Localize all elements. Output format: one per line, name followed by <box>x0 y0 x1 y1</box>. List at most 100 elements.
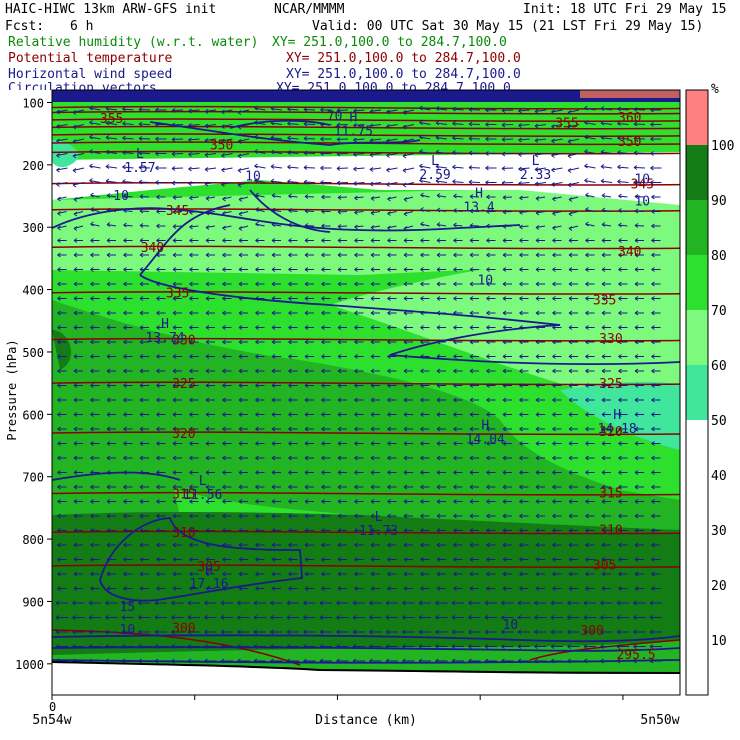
circulation-vector <box>485 136 497 142</box>
circulation-vector <box>469 470 479 475</box>
theta-contour-10 <box>52 291 680 295</box>
circulation-vector <box>502 296 512 301</box>
circulation-vector <box>552 528 562 533</box>
circulation-vector <box>436 383 446 388</box>
circulation-vector <box>387 455 397 461</box>
circulation-vector <box>535 455 545 461</box>
circulation-vector <box>57 354 67 359</box>
circulation-vector <box>469 325 479 330</box>
circulation-vector <box>255 368 265 374</box>
y-tick-label: 700 <box>22 471 44 485</box>
circulation-vector <box>189 354 199 359</box>
circulation-vector <box>57 484 67 490</box>
circulation-vector <box>90 528 100 533</box>
circulation-vector <box>57 513 67 519</box>
circulation-vector <box>304 238 314 243</box>
circulation-vector <box>453 281 463 287</box>
circulation-vector <box>123 412 133 417</box>
circulation-vector <box>568 267 578 272</box>
circulation-vector <box>123 339 133 345</box>
circulation-vector <box>288 222 298 228</box>
circulation-vector <box>468 107 481 112</box>
circulation-vector <box>222 354 232 359</box>
circulation-vector <box>337 499 347 504</box>
circulation-vector <box>89 134 101 140</box>
circulation-vector <box>288 208 298 213</box>
circulation-vector <box>568 310 578 316</box>
circulation-vector <box>156 267 166 272</box>
circulation-vector <box>270 106 283 111</box>
circulation-vector <box>123 542 133 548</box>
circulation-vector <box>585 441 595 446</box>
circulation-vector <box>57 397 67 403</box>
circulation-vector <box>354 210 364 215</box>
circulation-vector <box>321 281 331 287</box>
circulation-vector <box>403 455 413 461</box>
circulation-vector <box>304 542 314 548</box>
circulation-vector <box>453 499 463 504</box>
circulation-vector <box>568 484 578 490</box>
circulation-vector <box>618 325 628 330</box>
circulation-vector <box>519 195 529 201</box>
colorbar-tick-label: 90 <box>711 194 727 209</box>
circulation-vector <box>403 441 413 446</box>
circulation-vector <box>271 528 281 533</box>
field-wind-name: Horizontal wind speed <box>8 67 173 82</box>
y-tick-label: 900 <box>22 595 44 609</box>
circulation-vector <box>188 108 200 114</box>
theta-label: 325 <box>172 377 195 392</box>
circulation-vector <box>188 166 200 172</box>
circulation-vector <box>337 281 347 287</box>
circulation-vector <box>370 513 380 519</box>
circulation-vector <box>105 149 118 155</box>
circulation-vector <box>287 150 299 155</box>
circulation-vector <box>205 354 215 359</box>
circulation-vector <box>337 383 347 388</box>
circulation-vector <box>634 267 644 272</box>
circulation-vector <box>57 339 67 345</box>
theta-label: 295.5 <box>616 648 655 663</box>
circulation-vector <box>304 455 314 461</box>
circulation-vector <box>57 267 67 272</box>
circulation-vector <box>370 281 380 287</box>
circulation-vector <box>585 207 595 212</box>
circulation-vector <box>255 397 265 403</box>
circulation-vector <box>139 339 149 345</box>
circulation-vector <box>535 470 545 475</box>
circulation-vector <box>519 528 529 533</box>
circulation-vector <box>618 397 628 403</box>
circulation-vector <box>89 120 101 125</box>
circulation-vector <box>552 441 562 446</box>
circulation-vector <box>634 383 644 388</box>
circulation-vector <box>156 368 166 374</box>
circulation-vector <box>634 281 644 287</box>
circulation-vector <box>56 153 68 158</box>
circulation-vector <box>650 165 662 171</box>
circulation-vector <box>436 252 446 258</box>
circulation-vector <box>386 138 398 144</box>
circulation-vector <box>90 192 100 198</box>
circulation-vector <box>436 426 446 432</box>
circulation-vector <box>156 441 166 446</box>
circulation-vector <box>453 383 463 388</box>
circulation-vector <box>519 267 529 272</box>
circulation-vector <box>172 325 182 330</box>
circulation-vector <box>651 209 661 214</box>
circulation-vector <box>519 339 529 345</box>
circulation-vector <box>122 121 134 126</box>
circulation-vector <box>304 441 314 446</box>
circulation-vector <box>435 135 448 140</box>
circulation-vector <box>469 267 479 272</box>
circulation-vector <box>370 397 380 403</box>
circulation-vector <box>106 252 116 258</box>
circulation-vector <box>106 397 116 403</box>
circulation-vector <box>420 412 430 417</box>
circulation-vector <box>105 178 118 184</box>
circulation-vector <box>139 412 149 417</box>
field-wind-xy: XY= 251.0,100.0 to 284.7,100.0 <box>286 67 521 82</box>
circulation-vector <box>171 180 184 186</box>
svg-text:13.74: 13.74 <box>145 331 184 346</box>
circulation-vector <box>321 412 331 417</box>
circulation-vector <box>468 179 481 185</box>
circulation-vector <box>106 470 116 475</box>
